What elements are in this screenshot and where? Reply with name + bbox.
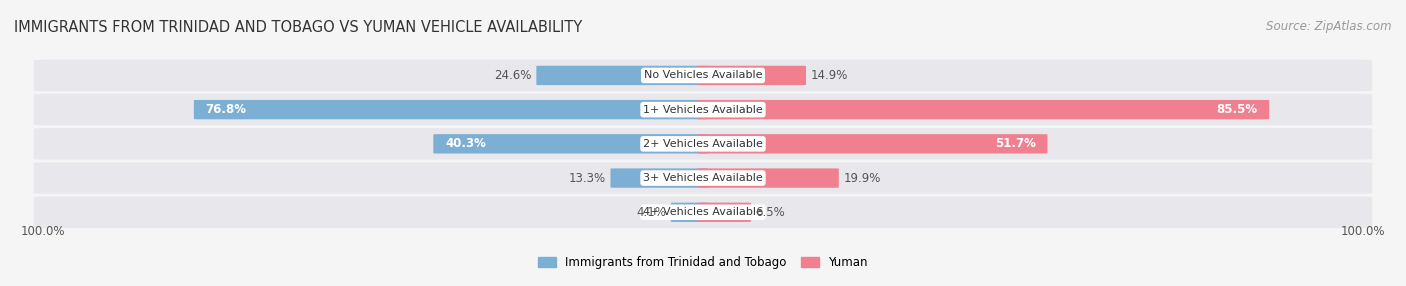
Text: 24.6%: 24.6% bbox=[495, 69, 531, 82]
FancyBboxPatch shape bbox=[34, 128, 1372, 160]
Text: 6.5%: 6.5% bbox=[755, 206, 785, 219]
Text: 4+ Vehicles Available: 4+ Vehicles Available bbox=[643, 207, 763, 217]
Text: 13.3%: 13.3% bbox=[569, 172, 606, 184]
FancyBboxPatch shape bbox=[697, 66, 806, 85]
FancyBboxPatch shape bbox=[697, 202, 751, 222]
Text: 14.9%: 14.9% bbox=[811, 69, 848, 82]
Text: Source: ZipAtlas.com: Source: ZipAtlas.com bbox=[1267, 20, 1392, 33]
FancyBboxPatch shape bbox=[697, 134, 1047, 154]
Text: 51.7%: 51.7% bbox=[995, 137, 1036, 150]
Legend: Immigrants from Trinidad and Tobago, Yuman: Immigrants from Trinidad and Tobago, Yum… bbox=[538, 256, 868, 269]
FancyBboxPatch shape bbox=[433, 134, 709, 154]
FancyBboxPatch shape bbox=[34, 162, 1372, 194]
FancyBboxPatch shape bbox=[34, 94, 1372, 125]
Text: 76.8%: 76.8% bbox=[205, 103, 246, 116]
Text: No Vehicles Available: No Vehicles Available bbox=[644, 70, 762, 80]
FancyBboxPatch shape bbox=[34, 196, 1372, 228]
Text: 40.3%: 40.3% bbox=[446, 137, 486, 150]
FancyBboxPatch shape bbox=[610, 168, 709, 188]
FancyBboxPatch shape bbox=[697, 168, 839, 188]
Text: IMMIGRANTS FROM TRINIDAD AND TOBAGO VS YUMAN VEHICLE AVAILABILITY: IMMIGRANTS FROM TRINIDAD AND TOBAGO VS Y… bbox=[14, 20, 582, 35]
Text: 19.9%: 19.9% bbox=[844, 172, 880, 184]
Text: 2+ Vehicles Available: 2+ Vehicles Available bbox=[643, 139, 763, 149]
Text: 4.1%: 4.1% bbox=[637, 206, 666, 219]
Text: 3+ Vehicles Available: 3+ Vehicles Available bbox=[643, 173, 763, 183]
FancyBboxPatch shape bbox=[536, 66, 709, 85]
FancyBboxPatch shape bbox=[194, 100, 709, 119]
FancyBboxPatch shape bbox=[697, 100, 1270, 119]
Text: 100.0%: 100.0% bbox=[1341, 225, 1385, 238]
Text: 100.0%: 100.0% bbox=[21, 225, 65, 238]
Text: 85.5%: 85.5% bbox=[1216, 103, 1257, 116]
FancyBboxPatch shape bbox=[34, 60, 1372, 91]
Text: 1+ Vehicles Available: 1+ Vehicles Available bbox=[643, 105, 763, 115]
FancyBboxPatch shape bbox=[671, 202, 709, 222]
